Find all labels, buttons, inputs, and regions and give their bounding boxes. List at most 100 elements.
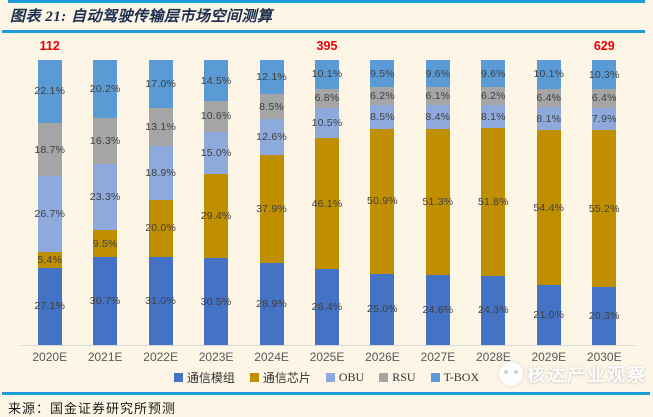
segment-通信模组-2027E: 24.6% (423, 274, 453, 345)
segment-通信芯片-2023E: 29.4% (201, 174, 231, 259)
bar-2027E: 9.6% 6.1% 8.4% 51.3% 24.6% (423, 60, 453, 345)
segment-通信芯片-2021E: 9.5% (92, 230, 118, 258)
segment-label: 37.9% (256, 202, 287, 215)
segment-label: 6.8% (314, 92, 340, 105)
legend-item-T-BOX: T-BOX (430, 370, 479, 385)
total-annotation-2030E: 629 (593, 39, 615, 53)
segment-通信模组-2020E: 27.1% (34, 267, 65, 345)
legend-item-通信芯片: 通信芯片 (249, 369, 311, 386)
segment-T-BOX-2020E: 22.1% (34, 60, 65, 123)
segment-label: 12.6% (256, 130, 287, 143)
segment-通信模组-2026E: 25.0% (367, 273, 398, 345)
segment-label: 10.1% (533, 68, 565, 81)
stacked-bar-plot: 22.1% 18.7% 26.7% 5.4% 27.1% 112 20.2% 16.3% 23.… (22, 39, 632, 345)
segment-label: 10.5% (311, 117, 343, 130)
segment-label: 27.1% (34, 300, 66, 313)
legend-swatch-icon (430, 373, 440, 382)
segment-通信模组-2023E: 30.5% (201, 258, 231, 345)
segment-T-BOX-2025E: 10.1% (312, 60, 342, 89)
legend-swatch-icon (249, 373, 259, 382)
bar-slot-2022E: 17.0% 13.1% 18.9% 20.0% 31.0% (133, 60, 188, 345)
segment-OBU-2025E: 10.5% (312, 108, 342, 139)
segment-RSU-2030E: 6.4% (592, 89, 616, 108)
bar-slot-2030E: 10.3% 6.4% 7.9% 55.2% 20.3% 629 (577, 39, 632, 345)
segment-RSU-2023E: 10.6% (201, 101, 231, 132)
segment-通信芯片-2022E: 20.0% (145, 199, 176, 257)
segment-label: 22.1% (34, 85, 66, 98)
segment-label: 14.5% (200, 74, 232, 87)
segment-OBU-2030E: 7.9% (592, 107, 616, 131)
segment-label: 8.1% (536, 112, 562, 125)
segment-label: 6.2% (480, 90, 506, 103)
segment-通信模组-2029E: 21.0% (533, 285, 564, 345)
segment-T-BOX-2028E: 9.6% (480, 60, 506, 88)
segment-label: 17.0% (145, 78, 177, 91)
segment-label: 24.6% (422, 303, 454, 316)
segment-OBU-2028E: 8.1% (480, 105, 506, 129)
title-underline-rule (2, 30, 645, 33)
segment-OBU-2027E: 8.4% (426, 104, 450, 129)
segment-label: 16.3% (89, 134, 121, 147)
segment-RSU-2022E: 13.1% (145, 108, 176, 146)
segment-label: 21.0% (533, 309, 565, 322)
segment-label: 15.0% (200, 146, 232, 159)
segment-通信模组-2028E: 24.3% (478, 275, 509, 345)
segment-label: 46.1% (311, 197, 343, 210)
segment-label: 54.4% (533, 201, 565, 214)
bar-slot-2027E: 9.6% 6.1% 8.4% 51.3% 24.6% (410, 60, 465, 345)
segment-label: 25.0% (367, 303, 398, 316)
segment-OBU-2020E: 26.7% (34, 176, 65, 253)
segment-label: 30.5% (200, 295, 232, 308)
segment-label: 9.5% (92, 237, 118, 250)
segment-label: 12.1% (256, 71, 287, 84)
total-annotation-2025E: 395 (316, 39, 338, 53)
bar-2026E: 9.5% 6.2% 8.5% 50.9% 25.0% (367, 60, 398, 345)
bar-2023E: 14.5% 10.6% 15.0% 29.4% 30.5% (201, 60, 231, 345)
segment-label: 30.7% (89, 295, 121, 308)
segment-label: 29.4% (200, 210, 232, 223)
segment-T-BOX-2022E: 17.0% (145, 60, 176, 109)
segment-label: 18.9% (145, 166, 177, 179)
segment-通信芯片-2030E: 55.2% (589, 130, 619, 288)
chart-title: 图表 21: 自动驾驶传输层市场空间测算 (10, 9, 273, 25)
legend-item-通信模组: 通信模组 (173, 369, 235, 386)
segment-T-BOX-2024E: 12.1% (256, 60, 287, 95)
segment-label: 8.1% (480, 110, 506, 123)
source-note: 来源：国金证券研究所预测 (8, 401, 177, 416)
segment-label: 23.3% (89, 191, 121, 204)
segment-label: 20.3% (588, 310, 620, 323)
segment-label: 10.1% (311, 68, 343, 81)
legend-swatch-icon (325, 373, 335, 382)
legend-label: 通信模组 (186, 371, 235, 385)
bar-slot-2029E: 10.1% 6.4% 8.1% 54.4% 21.0% (521, 60, 576, 345)
segment-通信模组-2030E: 20.3% (589, 287, 619, 345)
segment-label: 9.6% (480, 67, 506, 80)
segment-label: 9.5% (370, 67, 395, 80)
bar-slot-2024E: 12.1% 8.5% 12.6% 37.9% 28.9% (244, 60, 299, 345)
x-axis-label-2020E: 2020E (32, 350, 68, 364)
segment-通信芯片-2028E: 51.8% (478, 128, 509, 276)
segment-OBU-2026E: 8.5% (370, 104, 395, 129)
x-axis-label-2025E: 2025E (309, 350, 345, 364)
x-axis-label-2024E: 2024E (254, 350, 289, 364)
bottom-border-rule (2, 392, 650, 395)
segment-label: 9.6% (425, 67, 451, 80)
segment-RSU-2024E: 8.5% (259, 94, 284, 119)
segment-T-BOX-2023E: 14.5% (201, 60, 231, 102)
segment-label: 6.2% (370, 89, 395, 102)
segment-RSU-2027E: 6.1% (426, 87, 450, 105)
bar-slot-2023E: 14.5% 10.6% 15.0% 29.4% 30.5% (188, 60, 243, 345)
segment-RSU-2020E: 18.7% (34, 122, 65, 177)
segment-通信模组-2024E: 28.9% (256, 262, 287, 345)
segment-T-BOX-2021E: 20.2% (90, 60, 120, 118)
segment-label: 26.7% (34, 208, 66, 221)
bar-slot-2021E: 20.2% 16.3% 23.3% 9.5% 30.7% (77, 60, 132, 345)
segment-通信模组-2022E: 31.0% (145, 256, 176, 345)
segment-label: 51.3% (422, 195, 454, 208)
x-axis-label-2027E: 2027E (420, 350, 456, 364)
segment-label: 13.1% (145, 121, 177, 134)
segment-label: 28.9% (256, 297, 287, 310)
legend-label: RSU (392, 370, 416, 384)
segment-label: 24.3% (477, 304, 509, 317)
segment-label: 20.0% (145, 222, 177, 235)
